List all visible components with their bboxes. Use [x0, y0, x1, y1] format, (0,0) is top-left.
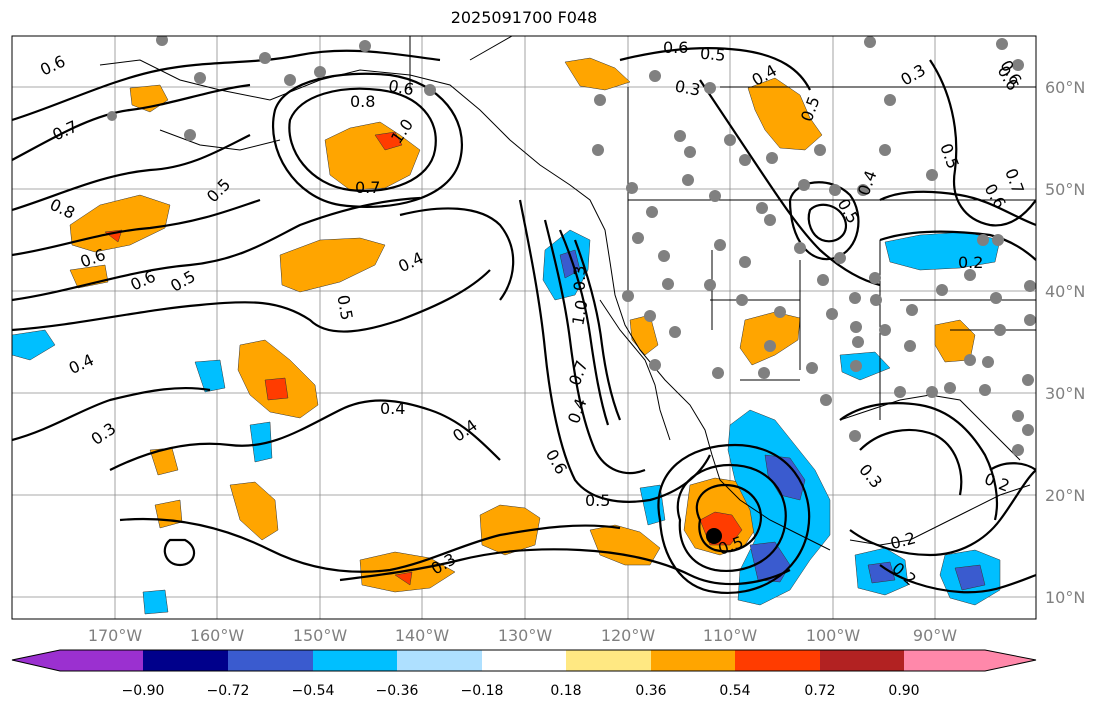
contour-label: 0.8 [350, 92, 375, 111]
colorbar-tick: −0.18 [460, 683, 504, 699]
lat-label-10n: 10°N [1045, 588, 1086, 607]
map-frame [11, 35, 1037, 620]
contour-label: 1.0 [568, 298, 591, 326]
lon-label-120w: 120°W [600, 626, 656, 645]
colorbar-extend-low [12, 650, 143, 671]
graticule [12, 36, 1036, 619]
colorbar-tick: −0.90 [121, 683, 165, 699]
lat-label-40n: 40°N [1045, 282, 1086, 301]
colorbar-extend-high [904, 650, 1036, 671]
contour-label: 0.5 [585, 491, 610, 510]
contour-label: 0.3 [570, 266, 589, 291]
lon-label-110w: 110°W [702, 626, 758, 645]
map-title: 2025091700 F048 [450, 8, 598, 27]
lon-label-160w: 160°W [189, 626, 245, 645]
colorbar-segment [651, 650, 735, 671]
contour-label: 0.5 [699, 44, 726, 65]
lat-label-20n: 20°N [1045, 486, 1086, 505]
lon-label-100w: 100°W [805, 626, 861, 645]
contour-label: 0.2 [958, 253, 983, 272]
lon-label-170w: 170°W [87, 626, 143, 645]
colorbar-outline [11, 649, 1037, 672]
storm-center-marker [706, 528, 722, 544]
colorbar-tick: −0.36 [375, 683, 419, 699]
contour-label: 0.6 [387, 76, 415, 99]
colorbar-segment [482, 650, 566, 671]
colorbar-segment [735, 650, 820, 671]
colorbar-segment [566, 650, 651, 671]
station-markers [107, 36, 1036, 456]
lat-label-60n: 60°N [1045, 78, 1086, 97]
colorbar-tick: −0.72 [206, 683, 250, 699]
colorbar-segment [820, 650, 904, 671]
colorbar-segment [397, 650, 482, 671]
lat-label-50n: 50°N [1045, 180, 1086, 199]
lon-label-130w: 130°W [497, 626, 553, 645]
colorbar-tick: 0.90 [888, 683, 920, 699]
colorbar-tick: −0.54 [291, 683, 335, 699]
colorbar-segment [228, 650, 313, 671]
contour-label: 0.5 [333, 293, 356, 321]
shaded-anomalies [12, 57, 1001, 615]
colorbar [11, 649, 1037, 672]
lon-label-90w: 90°W [912, 626, 958, 645]
contour-label: 0.3 [673, 77, 701, 100]
colorbar-tick: 0.54 [719, 683, 751, 699]
lon-label-140w: 140°W [394, 626, 450, 645]
colorbar-tick: 0.36 [635, 683, 667, 699]
lat-label-30n: 30°N [1045, 384, 1086, 403]
contour-label: 0.6 [663, 38, 688, 57]
colorbar-segment [143, 650, 228, 671]
colorbar-segment [313, 650, 397, 671]
lon-label-150w: 150°W [292, 626, 348, 645]
colorbar-tick: 0.72 [804, 683, 836, 699]
colorbar-tick: 0.18 [550, 683, 582, 699]
contour-label: 0.7 [355, 178, 380, 197]
contour-lines [12, 46, 1036, 594]
contour-label: 0.4 [380, 399, 405, 418]
coastlines [99, 36, 1036, 551]
